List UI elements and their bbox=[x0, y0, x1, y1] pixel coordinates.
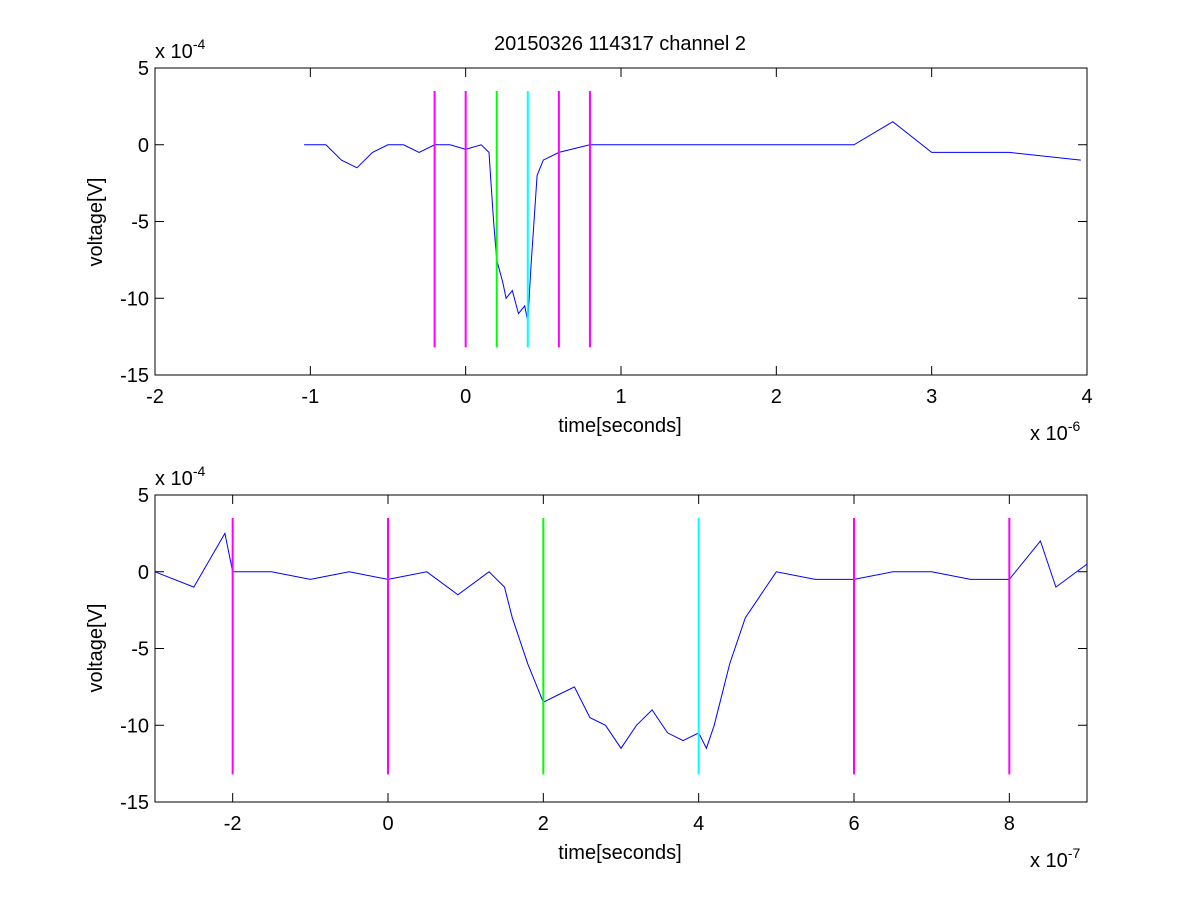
x-axis-label-top: time[seconds] bbox=[558, 415, 681, 437]
x-tick-label: 1 bbox=[615, 386, 626, 408]
markers-group-bottom bbox=[231, 518, 1011, 775]
x-tick-label: 3 bbox=[926, 386, 937, 408]
x-axis-label-bottom: time[seconds] bbox=[558, 842, 681, 864]
x-exponent-top: x 10-6 bbox=[1030, 418, 1080, 445]
x-exponent-value-bottom: -7 bbox=[1068, 845, 1081, 861]
x-tick-label: -1 bbox=[301, 386, 319, 408]
x-tick-label: 2 bbox=[538, 813, 549, 835]
y-axis-label-top: voltage[V] bbox=[85, 178, 107, 267]
y-tick-label: -5 bbox=[131, 639, 149, 661]
y-exponent-bottom: x 10-4 bbox=[155, 463, 205, 490]
y-tick-label: 5 bbox=[138, 485, 149, 507]
y-tick-label: -10 bbox=[120, 715, 149, 737]
y-tick-label: -15 bbox=[120, 792, 149, 814]
x-tick-label: 4 bbox=[693, 813, 704, 835]
trace-group-bottom bbox=[154, 532, 1088, 750]
y-tick-label: 0 bbox=[138, 562, 149, 584]
subplot-top: -2 -1 0 1 2 3 450-5-10-15 time[seconds] voltag… bbox=[85, 36, 1093, 445]
trace-group-top bbox=[304, 121, 1081, 322]
x-tick-label: 2 bbox=[771, 386, 782, 408]
x-tick-label: 8 bbox=[1004, 813, 1015, 835]
figure-title: 20150326 114317 channel 2 bbox=[494, 33, 746, 55]
x-exponent-bottom: x 10-7 bbox=[1030, 845, 1080, 872]
y-multiplier-bottom: x 10 bbox=[155, 468, 193, 490]
x-tick-label: -2 bbox=[146, 386, 164, 408]
y-tick-label: 0 bbox=[138, 135, 149, 157]
y-multiplier-top: x 10 bbox=[155, 41, 193, 63]
subplot-bottom: -2 0 2 4 6 8 5 0 -5 -10 -15 time[seconds] voltage[… bbox=[85, 463, 1088, 872]
x-multiplier-bottom: x 10 bbox=[1030, 850, 1068, 872]
plot-area-bottom bbox=[154, 494, 1088, 803]
voltage-trace-bottom bbox=[154, 532, 1088, 750]
y-exponent-value-top: -4 bbox=[193, 36, 206, 52]
y-tick-label: 5 bbox=[138, 58, 149, 80]
ticks-group-bottom: -2 0 2 4 6 8 5 0 -5 -10 -15 bbox=[120, 485, 1087, 835]
y-tick-label: -5 bbox=[131, 212, 149, 234]
plot-area-top bbox=[154, 67, 1088, 376]
x-exponent-value-top: -6 bbox=[1068, 418, 1081, 434]
y-axis-label-bottom: voltage[V] bbox=[85, 604, 107, 693]
x-tick-label: 4 bbox=[1081, 386, 1092, 408]
x-tick-label: 6 bbox=[848, 813, 859, 835]
voltage-trace-top bbox=[304, 121, 1081, 322]
y-exponent-value-bottom: -4 bbox=[193, 463, 206, 479]
y-tick-label: -10 bbox=[120, 288, 149, 310]
ticks-group-top: -2 -1 0 1 2 3 450-5-10-15 bbox=[120, 58, 1092, 408]
x-multiplier-top: x 10 bbox=[1030, 423, 1068, 445]
y-tick-label: -15 bbox=[120, 365, 149, 387]
y-exponent-top: x 10-4 bbox=[155, 36, 205, 63]
markers-group-top bbox=[433, 91, 591, 348]
x-tick-label: 0 bbox=[460, 386, 471, 408]
x-tick-label: -2 bbox=[224, 813, 242, 835]
x-tick-label: 0 bbox=[382, 813, 393, 835]
